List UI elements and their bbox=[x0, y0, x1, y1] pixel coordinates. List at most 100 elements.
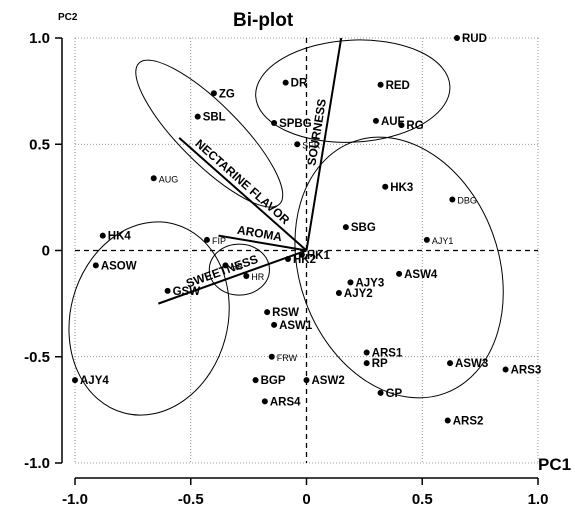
point-label: RSW bbox=[272, 307, 299, 319]
point-label: ZG bbox=[219, 88, 235, 100]
point-label: GSW bbox=[173, 286, 201, 298]
point-label: BGP bbox=[261, 375, 286, 387]
x-tick-label: -0.5 bbox=[178, 491, 204, 508]
data-point bbox=[447, 360, 454, 367]
data-point bbox=[264, 309, 271, 316]
data-point bbox=[363, 349, 370, 356]
data-point bbox=[243, 273, 250, 279]
data-point bbox=[347, 279, 354, 286]
point-label: DBG bbox=[457, 196, 477, 206]
data-point bbox=[453, 35, 460, 41]
group-ellipse bbox=[68, 221, 230, 416]
point-label: RG bbox=[406, 120, 423, 132]
point-label: HK4 bbox=[108, 231, 132, 243]
data-point bbox=[284, 256, 291, 262]
point-label: SBG bbox=[351, 222, 376, 234]
point-label: AJY1 bbox=[432, 236, 454, 246]
data-point bbox=[303, 377, 310, 384]
point-label: AUG bbox=[159, 174, 179, 184]
group-ellipse bbox=[135, 59, 284, 208]
vector-label: NECTARINE FLAVOR bbox=[193, 137, 293, 228]
point-label: SFR bbox=[302, 140, 321, 150]
x-tick-label: 0.5 bbox=[412, 491, 433, 508]
data-point bbox=[271, 120, 278, 126]
data-point bbox=[210, 90, 217, 97]
data-point bbox=[398, 122, 405, 129]
data-point bbox=[150, 175, 157, 182]
data-point bbox=[222, 262, 229, 269]
y-tick-label: 1.0 bbox=[29, 30, 50, 47]
vector-line bbox=[158, 249, 307, 305]
vector-label: AROMA bbox=[236, 223, 283, 244]
group-ellipses bbox=[68, 39, 504, 416]
point-label: DR bbox=[291, 78, 308, 90]
data-point bbox=[449, 196, 456, 203]
data-point bbox=[282, 79, 289, 86]
point-label: ASW1 bbox=[279, 320, 313, 332]
point-label: SBL bbox=[203, 112, 226, 124]
point-label: ARS1 bbox=[372, 348, 403, 360]
point-label: ASW3 bbox=[455, 358, 488, 370]
y-tick-label: -0.5 bbox=[24, 349, 50, 366]
data-point bbox=[203, 236, 210, 243]
x-axis-label: PC1 bbox=[538, 455, 571, 474]
point-label: RP bbox=[372, 358, 388, 370]
point-label: HK1 bbox=[307, 250, 331, 262]
point-label: HB bbox=[230, 261, 243, 271]
data-point bbox=[444, 417, 451, 424]
point-label: HK2 bbox=[293, 254, 316, 266]
data-point bbox=[382, 183, 389, 190]
point-label: AJY4 bbox=[80, 375, 109, 387]
data-point bbox=[335, 290, 342, 296]
point-label: ARS4 bbox=[270, 396, 301, 408]
point-label: ARS3 bbox=[511, 365, 542, 377]
point-label: ASW2 bbox=[312, 375, 345, 387]
point-label: SPBG bbox=[279, 118, 312, 130]
point-label: ASW4 bbox=[404, 269, 438, 281]
reference-lines bbox=[75, 38, 538, 463]
point-label: ARS2 bbox=[453, 416, 484, 428]
data-point bbox=[268, 353, 275, 360]
point-label: AJY2 bbox=[344, 288, 373, 300]
data-point bbox=[294, 141, 301, 148]
point-label: FRW bbox=[277, 353, 298, 363]
point-label: FIP bbox=[212, 236, 226, 246]
point-label: AJY3 bbox=[355, 277, 384, 289]
point-label: RUD bbox=[462, 33, 487, 45]
group-ellipse bbox=[294, 136, 504, 399]
data-point bbox=[298, 251, 305, 258]
data-point bbox=[271, 321, 278, 328]
y-tick-label: 0 bbox=[42, 243, 50, 260]
data-point bbox=[194, 113, 201, 120]
data-point bbox=[252, 377, 259, 384]
vector-line bbox=[178, 137, 308, 252]
data-point bbox=[261, 398, 268, 405]
x-tick-label: -1.0 bbox=[62, 491, 88, 508]
y-tick-label: -1.0 bbox=[24, 455, 50, 472]
point-label: HR bbox=[251, 272, 264, 282]
x-tick-label: 1.0 bbox=[528, 491, 549, 508]
data-point bbox=[164, 287, 171, 294]
point-label: GP bbox=[386, 388, 403, 400]
data-point bbox=[396, 270, 403, 277]
point-label: HK3 bbox=[390, 182, 413, 194]
x-tick-label: 0 bbox=[302, 491, 310, 508]
data-point bbox=[502, 366, 509, 373]
group-ellipse bbox=[255, 39, 451, 143]
data-point bbox=[72, 377, 78, 384]
data-point bbox=[372, 117, 379, 124]
y-axis-label: PC2 bbox=[58, 12, 78, 23]
data-point bbox=[92, 262, 99, 269]
data-point bbox=[377, 81, 384, 88]
chart-title: Bi-plot bbox=[233, 10, 294, 31]
data-point bbox=[363, 360, 370, 367]
data-point bbox=[423, 236, 430, 243]
axes: -1.0 -0.5 0 0.5 1.0 -1.0 -0.5 0 0.5 1.0 bbox=[24, 30, 548, 508]
data-point bbox=[99, 232, 106, 239]
vector-line bbox=[305, 37, 343, 251]
y-tick-label: 0.5 bbox=[29, 136, 50, 153]
data-point bbox=[377, 389, 384, 396]
point-label: RED bbox=[386, 80, 410, 92]
